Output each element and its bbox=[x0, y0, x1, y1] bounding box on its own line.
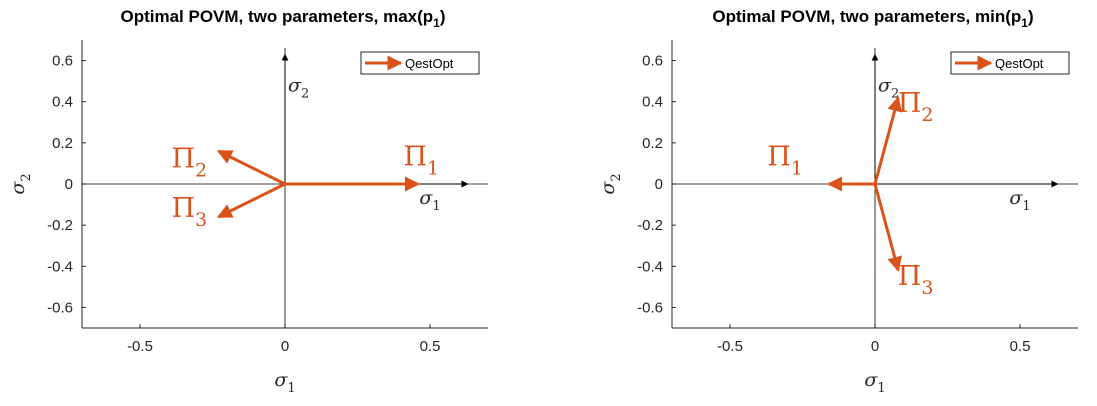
x-tick-label: -0.5 bbox=[717, 338, 743, 355]
povm-vector-3 bbox=[216, 182, 286, 219]
sigma2-axis-label-symbol: σ bbox=[288, 74, 302, 96]
y-tick-label: 0 bbox=[65, 176, 73, 193]
povm-label-1: Π1 bbox=[403, 141, 439, 179]
x-axis-title-symbol: σ bbox=[864, 369, 878, 391]
x-tick-label: 0 bbox=[871, 338, 879, 355]
sigma1-axis-label: σ1 bbox=[1009, 187, 1030, 214]
y-tick-label: -0.2 bbox=[637, 217, 663, 234]
y-tick-label: -0.6 bbox=[637, 299, 663, 316]
y-tick-label: -0.4 bbox=[47, 258, 73, 275]
y-tick-label: 0 bbox=[655, 176, 663, 193]
povm-label-2: Π2 bbox=[898, 88, 934, 126]
x-tick-label: 0 bbox=[281, 338, 289, 355]
y-tick-label: 0.6 bbox=[642, 53, 663, 70]
chart-title: Optimal POVM, two parameters, min(p1) bbox=[712, 7, 1033, 30]
y-tick-label: 0.4 bbox=[52, 94, 73, 111]
y-tick-label: -0.2 bbox=[47, 217, 73, 234]
povm-label-3-symbol: Π bbox=[171, 193, 195, 224]
x-axis-title-symbol: σ bbox=[274, 369, 288, 391]
legend-label: QestOpt bbox=[405, 56, 454, 71]
sigma2-axis-label-subscript: 2 bbox=[301, 86, 309, 101]
y-axis-title-symbol: σ bbox=[7, 181, 29, 195]
sigma2-axis-label-symbol: σ bbox=[878, 74, 892, 96]
legend: QestOpt bbox=[360, 51, 480, 75]
y-axis-title-subscript: 2 bbox=[609, 173, 624, 181]
povm-label-1: Π1 bbox=[767, 141, 803, 179]
povm-label-2-subscript: 2 bbox=[195, 160, 207, 182]
sigma2-axis-label: σ2 bbox=[288, 74, 309, 101]
x-tick-label: 0.5 bbox=[1010, 338, 1031, 355]
x-tick-label: -0.5 bbox=[127, 338, 153, 355]
y-tick-label: 0.4 bbox=[642, 94, 663, 111]
povm-label-2: Π2 bbox=[171, 144, 207, 182]
povm-vector-2 bbox=[216, 149, 286, 186]
povm-label-2-symbol: Π bbox=[898, 88, 922, 119]
legend-label: QestOpt bbox=[995, 56, 1044, 71]
x-axis-title: σ1 bbox=[864, 369, 885, 396]
povm-label-3: Π3 bbox=[898, 261, 934, 299]
sigma1-axis-label: σ1 bbox=[419, 187, 440, 214]
povm-label-3-subscript: 3 bbox=[921, 277, 933, 299]
y-axis-title-subscript: 2 bbox=[19, 173, 34, 181]
chart-panel-2: Optimal POVM, two parameters, min(p1) -0.… bbox=[597, 7, 1078, 396]
povm-label-1-symbol: Π bbox=[403, 141, 427, 172]
chart-title: Optimal POVM, two parameters, max(p1) bbox=[120, 7, 445, 30]
legend: QestOpt bbox=[950, 51, 1070, 75]
povm-label-1-subscript: 1 bbox=[791, 157, 803, 179]
sigma2-axis-label: σ2 bbox=[878, 74, 899, 101]
sigma1-axis-label-symbol: σ bbox=[419, 187, 433, 209]
povm-label-3-symbol: Π bbox=[898, 261, 922, 292]
povm-label-1-symbol: Π bbox=[767, 141, 791, 172]
x-axis-title-subscript: 1 bbox=[877, 381, 885, 396]
chart-panel-1: Optimal POVM, two parameters, max(p1) -0.… bbox=[7, 7, 488, 396]
sigma1-axis-label-symbol: σ bbox=[1009, 187, 1023, 209]
y-tick-label: 0.2 bbox=[52, 135, 73, 152]
y-tick-label: 0.2 bbox=[642, 135, 663, 152]
sigma2-axis-label-subscript: 2 bbox=[891, 86, 899, 101]
povm-label-3: Π3 bbox=[171, 193, 207, 231]
y-tick-label: 0.6 bbox=[52, 53, 73, 70]
y-axis-title: σ2 bbox=[7, 173, 34, 194]
y-axis-title: σ2 bbox=[597, 173, 624, 194]
povm-label-3-subscript: 3 bbox=[195, 209, 207, 231]
y-axis-title-symbol: σ bbox=[597, 181, 619, 195]
y-tick-label: -0.4 bbox=[637, 258, 663, 275]
sigma1-axis-label-subscript: 1 bbox=[1022, 199, 1030, 214]
x-axis-title-subscript: 1 bbox=[287, 381, 295, 396]
povm-label-2-subscript: 2 bbox=[921, 104, 933, 126]
povm-vector-3 bbox=[873, 183, 902, 272]
povm-vector-2 bbox=[873, 96, 902, 185]
povm-label-1-subscript: 1 bbox=[427, 157, 439, 179]
povm-label-2-symbol: Π bbox=[171, 144, 195, 175]
sigma1-axis-label-subscript: 1 bbox=[432, 199, 440, 214]
x-axis-title: σ1 bbox=[274, 369, 295, 396]
y-tick-label: -0.6 bbox=[47, 299, 73, 316]
x-tick-label: 0.5 bbox=[420, 338, 441, 355]
